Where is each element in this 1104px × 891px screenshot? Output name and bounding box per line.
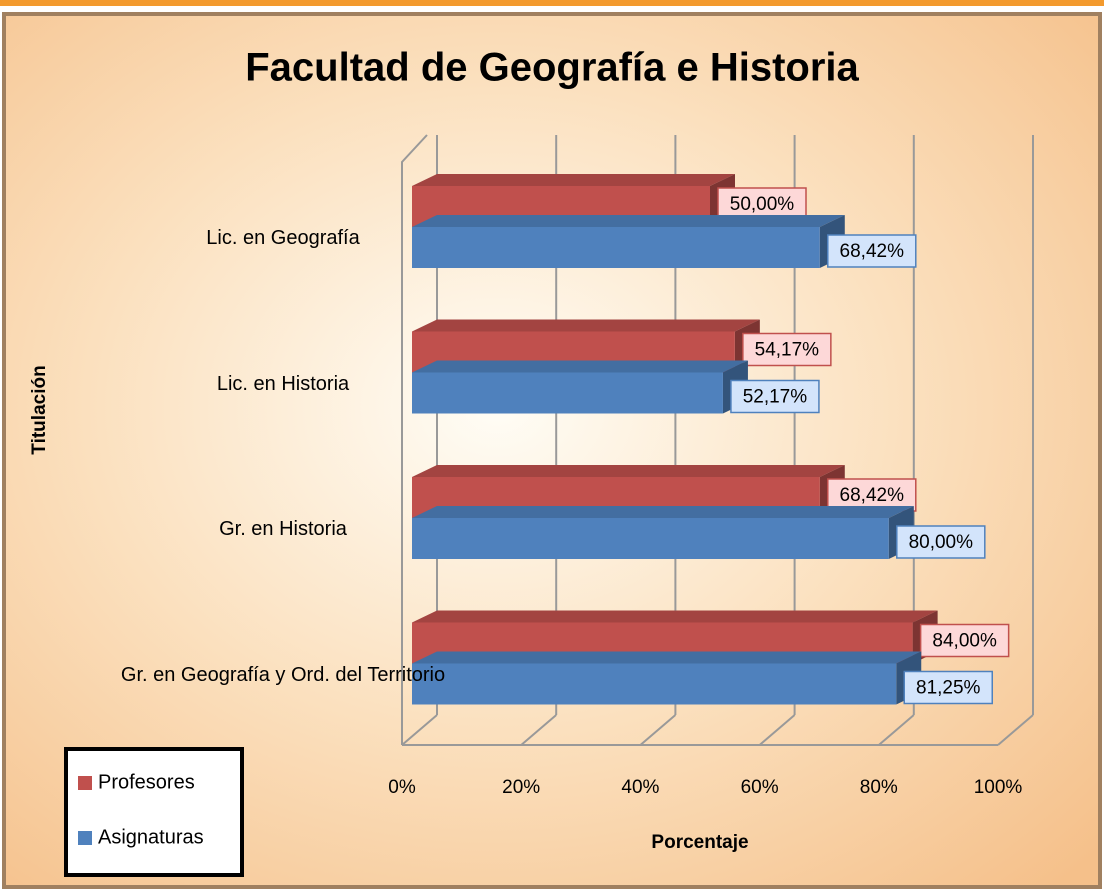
legend (64, 747, 244, 877)
y-tick-label: Gr. en Historia (219, 518, 347, 540)
value-label-box (903, 670, 993, 705)
y-tick-label: Lic. en Geografía (206, 227, 360, 249)
value-label: 81,25% (916, 678, 981, 699)
x-axis-label: Porcentaje (651, 832, 748, 853)
legend-label: Profesores (98, 771, 195, 793)
value-label: 50,00% (730, 194, 795, 215)
bar (412, 518, 889, 559)
floor-grid-line (878, 714, 915, 746)
x-tick-label: 100% (974, 777, 1023, 798)
bar-top (412, 465, 845, 477)
floor-grid-line (997, 714, 1034, 746)
bar (412, 663, 897, 705)
bar-top (412, 319, 760, 332)
x-tick-label: 20% (502, 777, 540, 798)
value-label: 84,00% (932, 631, 997, 652)
legend-swatch (78, 776, 92, 790)
floor-grid-line (520, 714, 557, 746)
bar-top (412, 174, 735, 186)
bar-top (412, 651, 922, 664)
chart-area (2, 12, 1102, 889)
value-label-box (919, 623, 1010, 658)
bar-top (412, 360, 748, 373)
y-tick-label: Gr. en Geografía y Ord. del Territorio (120, 663, 446, 686)
value-label: 68,42% (840, 485, 905, 506)
x-tick-label: 0% (388, 777, 416, 798)
value-label-box (827, 478, 917, 512)
floor-grid-line (639, 714, 677, 746)
legend-label: Asignaturas (98, 826, 204, 848)
wall (401, 134, 428, 745)
bar-top (412, 215, 845, 227)
value-label: 68,42% (840, 241, 905, 262)
value-label-box (742, 332, 832, 367)
bar (412, 227, 820, 268)
value-label: 52,17% (743, 387, 808, 408)
value-label-box (827, 234, 917, 268)
x-tick-label: 80% (860, 777, 898, 798)
y-tick-label: Lic. en Historia (216, 372, 350, 395)
value-label-box (896, 525, 986, 559)
bar-top (412, 610, 938, 623)
bar (412, 372, 723, 414)
floor-grid-line (758, 714, 796, 746)
value-label-box (730, 379, 820, 414)
legend-swatch (78, 831, 92, 845)
value-label: 54,17% (755, 340, 820, 361)
bar-top (412, 506, 914, 518)
top-border (0, 0, 1104, 6)
floor-grid-line (401, 714, 438, 746)
chart-title: Facultad de Geografía e Historia (245, 46, 859, 90)
x-tick-label: 60% (741, 777, 779, 798)
x-tick-label: 40% (621, 777, 659, 798)
value-label: 80,00% (909, 532, 974, 553)
y-axis-label: Titulación (29, 365, 50, 454)
value-label-box (717, 187, 807, 221)
